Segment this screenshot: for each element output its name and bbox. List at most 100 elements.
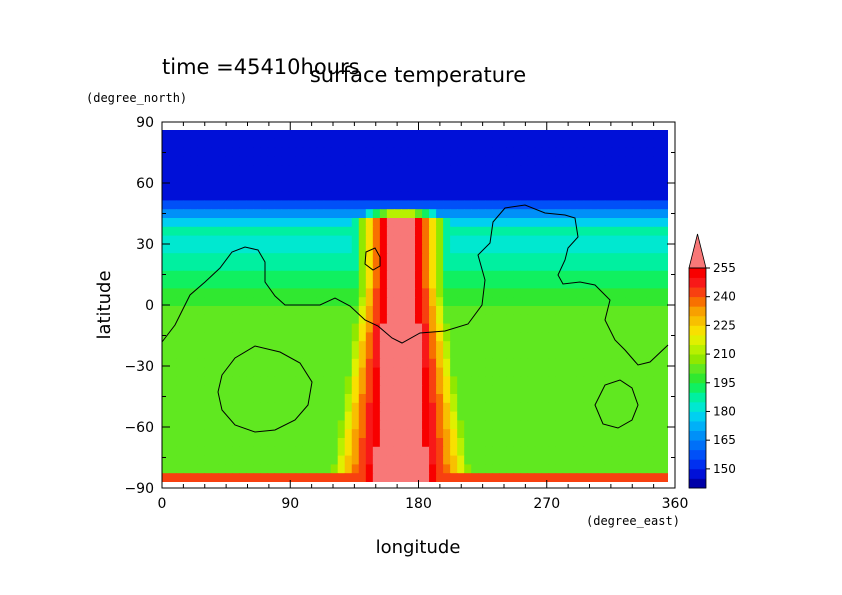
field-cell [330,138,339,149]
field-cell [169,218,177,228]
field-cell [569,420,578,430]
field-cell [639,130,648,140]
field-cell [443,438,451,448]
field-cell [541,288,550,298]
field-cell [576,323,585,333]
field-cell [246,376,254,386]
field-cell [253,429,261,439]
field-cell [316,358,325,369]
field-cell [541,394,550,404]
field-cell [562,174,571,184]
field-cell [274,367,283,377]
field-cell [183,165,191,175]
field-cell [197,358,205,369]
field-cell [267,138,276,149]
field-cell [478,367,486,377]
field-cell [450,279,458,289]
field-cell [344,279,353,289]
field-cell [162,218,170,228]
field-cell [183,358,191,369]
field-cell [323,288,332,298]
field-cell [218,218,226,228]
field-cell [379,455,388,465]
field-cell [527,165,536,175]
field-cell [379,438,388,448]
field-cell [358,367,367,377]
field-cell [499,367,507,377]
field-cell [471,297,479,307]
field-cell [246,438,254,448]
field-cell [625,297,634,307]
field-cell [358,438,367,448]
field-cell [611,138,620,149]
field-cell [541,323,550,333]
field-cell [260,209,269,219]
field-cell [471,218,479,228]
field-cell [344,429,353,439]
field-cell [351,402,360,413]
field-cell [183,473,191,482]
field-cell [597,464,606,474]
field-cell [471,253,479,263]
field-cell [597,438,606,448]
field-cell [365,385,374,395]
field-cell [632,341,641,351]
field-cell [520,376,529,386]
field-cell [639,376,648,386]
field-cell [625,367,634,377]
field-cell [316,341,325,351]
field-cell [583,174,592,184]
field-cell [520,226,529,237]
field-cell [478,182,486,193]
field-cell [492,226,500,237]
field-cell [253,464,261,474]
field-cell [281,464,290,474]
field-cell [604,323,613,333]
field-cell [176,446,184,457]
field-cell [429,147,437,157]
field-cell [527,138,536,149]
field-cell [618,314,627,325]
field-cell [323,429,332,439]
field-cell [583,367,592,377]
field-cell [506,438,514,448]
field-cell [379,147,388,157]
field-cell [344,218,353,228]
field-cell [443,262,451,272]
field-cell [295,288,304,298]
field-cell [443,253,451,263]
field-cell [225,402,233,413]
field-cell [197,464,205,474]
field-cell [407,174,416,184]
field-cell [197,314,205,325]
field-cell [506,473,514,482]
field-cell [541,165,550,175]
field-cell [569,385,578,395]
field-cell [330,218,339,228]
field-cell [288,394,297,404]
field-cell [309,314,318,325]
field-cell [548,165,557,175]
field-cell [344,411,353,421]
field-cell [541,262,550,272]
field-cell [211,279,219,289]
field-cell [351,182,360,193]
field-cell [253,323,261,333]
field-cell [660,138,668,149]
field-cell [302,165,311,175]
field-cell [436,200,444,210]
field-cell [478,174,486,184]
field-cell [358,244,367,254]
field-cell [239,165,247,175]
field-cell [534,429,543,439]
field-cell [358,332,367,342]
field-cell [162,402,170,413]
field-cell [583,147,592,157]
field-cell [450,147,458,157]
field-cell [176,473,184,482]
field-cell [625,341,634,351]
field-cell [176,138,184,149]
field-cell [386,253,395,263]
field-cell [211,358,219,369]
field-cell [604,306,613,316]
